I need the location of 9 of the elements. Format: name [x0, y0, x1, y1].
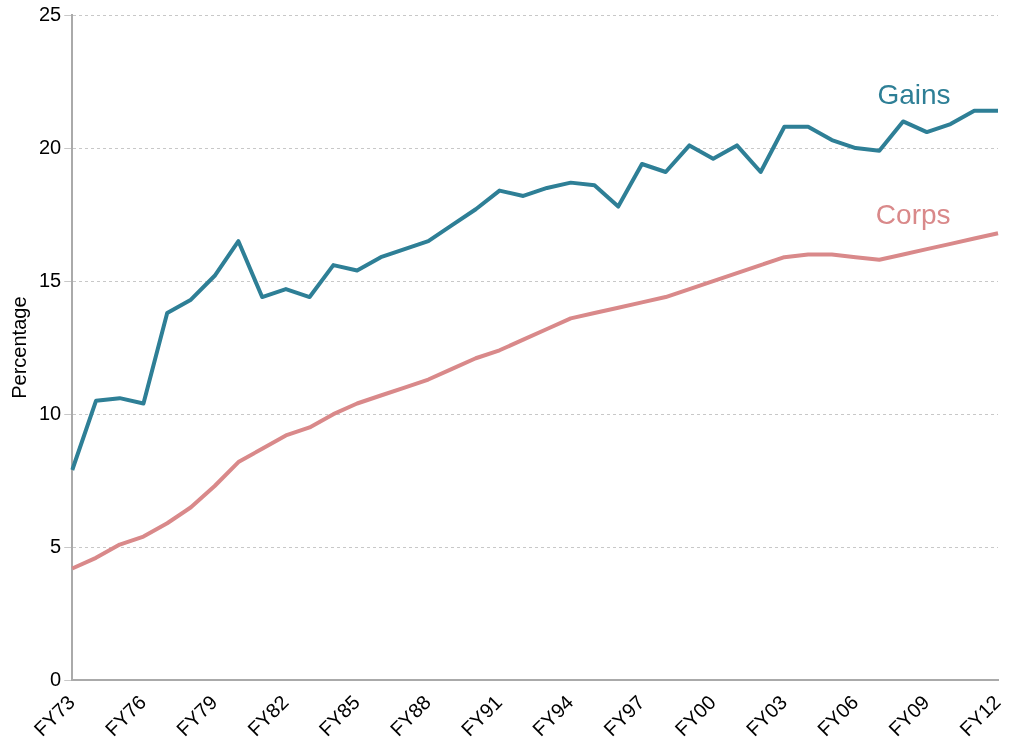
y-tick-label: 20 [39, 135, 62, 158]
series-label: Gains [877, 78, 951, 110]
y-tick-label: 10 [39, 401, 62, 424]
y-tick-label: 0 [50, 667, 62, 690]
y-tick-label: 15 [39, 268, 62, 291]
series-label: Corps [875, 198, 951, 230]
y-axis-title: Percentage [7, 296, 30, 399]
y-tick-label: 25 [39, 2, 62, 25]
y-tick-label: 5 [50, 534, 62, 557]
